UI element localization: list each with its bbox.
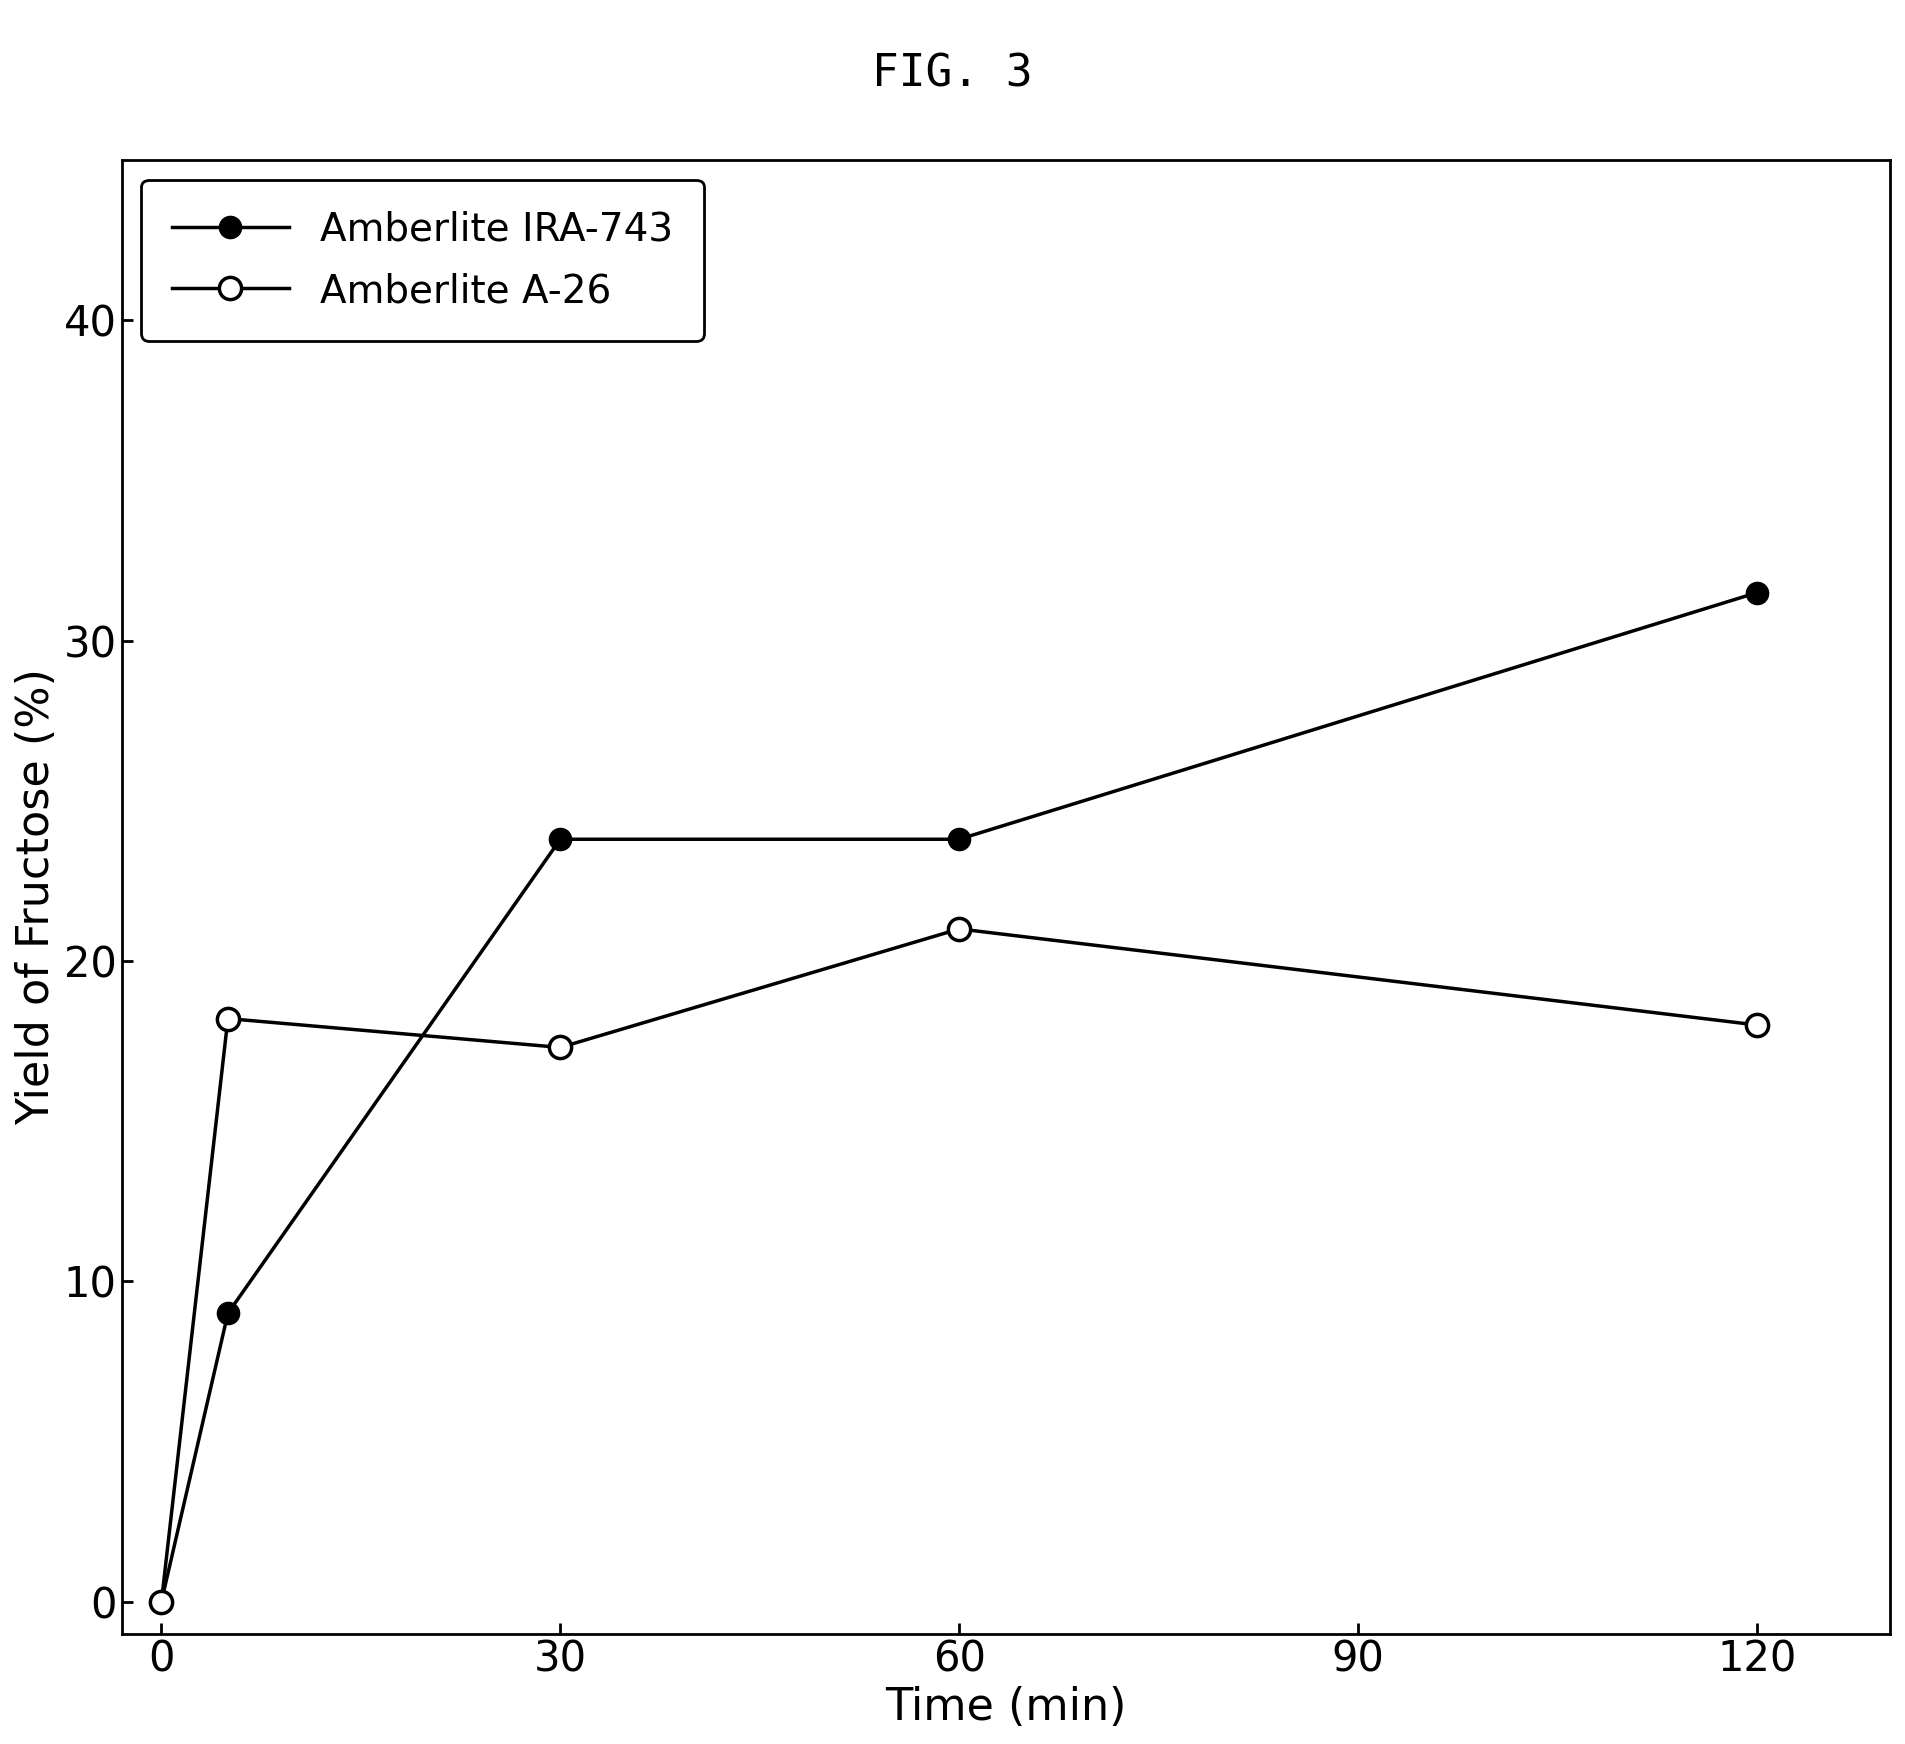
Amberlite IRA-743: [150, 1591, 173, 1611]
Y-axis label: Yield of Fructose (%): Yield of Fructose (%): [15, 668, 57, 1125]
Amberlite A-26: [217, 1008, 240, 1029]
Amberlite A-26: [1745, 1015, 1768, 1036]
Amberlite IRA-743: [217, 1303, 240, 1324]
Text: FIG. 3: FIG. 3: [872, 52, 1033, 96]
X-axis label: Time (min): Time (min): [886, 1686, 1126, 1728]
Amberlite A-26: [549, 1038, 572, 1059]
Amberlite A-26: [150, 1591, 173, 1611]
Line: Amberlite A-26: Amberlite A-26: [150, 917, 1768, 1613]
Amberlite IRA-743: [549, 828, 572, 849]
Amberlite IRA-743: [949, 828, 972, 849]
Amberlite A-26: [949, 919, 972, 940]
Amberlite IRA-743: [1745, 582, 1768, 603]
Line: Amberlite IRA-743: Amberlite IRA-743: [150, 581, 1768, 1613]
Legend: Amberlite IRA-743, Amberlite A-26: Amberlite IRA-743, Amberlite A-26: [141, 180, 705, 342]
